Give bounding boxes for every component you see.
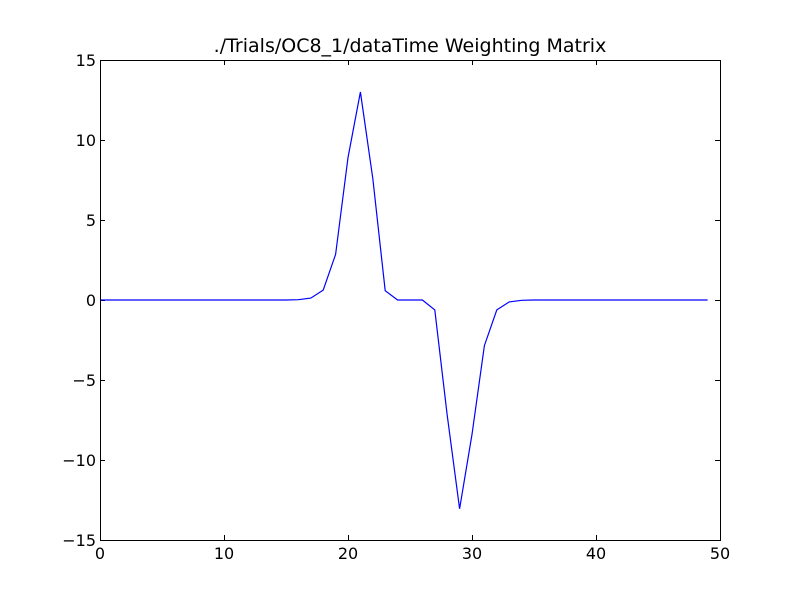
x-tick-label: 30 bbox=[462, 544, 482, 563]
x-tick-label: 40 bbox=[586, 544, 606, 563]
x-tick-label: 20 bbox=[338, 544, 358, 563]
plot-frame bbox=[100, 60, 721, 541]
y-tick-label: 5 bbox=[86, 211, 96, 230]
y-tick-label: −10 bbox=[62, 451, 96, 470]
y-tick-label: −15 bbox=[62, 531, 96, 550]
chart-title: ./Trials/OC8_1/dataTime Weighting Matrix bbox=[214, 35, 607, 57]
y-tick-label: 15 bbox=[76, 51, 96, 70]
x-tick-label: 0 bbox=[95, 544, 105, 563]
series-layer bbox=[100, 91, 708, 509]
y-tick-label: 0 bbox=[86, 291, 96, 310]
y-tick-label: 10 bbox=[76, 131, 96, 150]
y-tick-label: −5 bbox=[72, 371, 96, 390]
x-tick-label: 10 bbox=[214, 544, 234, 563]
series-line bbox=[100, 91, 708, 509]
x-tick-label: 50 bbox=[710, 544, 730, 563]
